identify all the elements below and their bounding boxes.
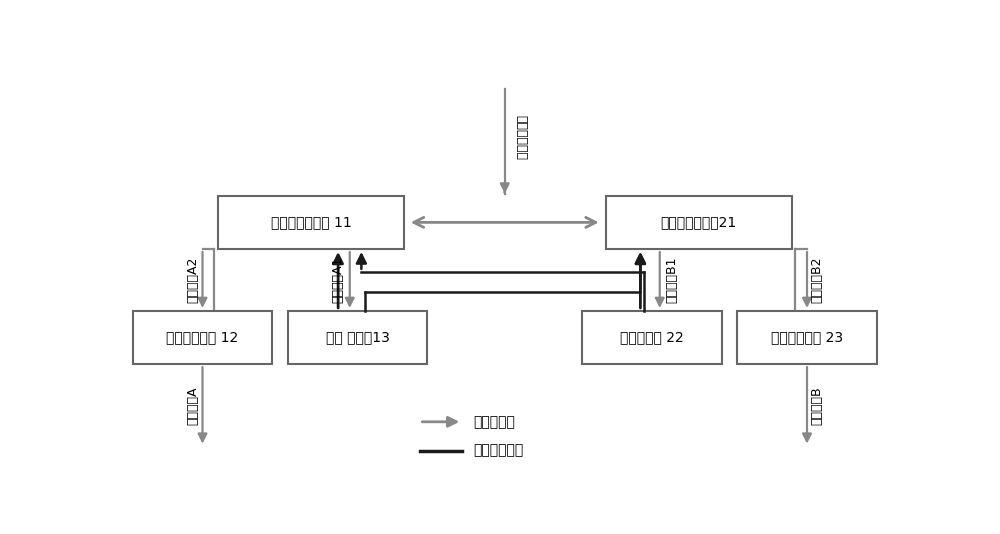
- Bar: [737, 311, 877, 364]
- Text: 控制信号A: 控制信号A: [186, 386, 199, 425]
- Bar: [582, 311, 722, 364]
- Text: 控制信号B1: 控制信号B1: [665, 257, 678, 303]
- Text: 第一主控器模块 11: 第一主控器模块 11: [271, 215, 351, 230]
- Text: 控制信号B: 控制信号B: [811, 386, 824, 425]
- Bar: [606, 195, 792, 249]
- Text: 控制信号A2: 控制信号A2: [186, 257, 199, 303]
- Text: 第二触发器 22: 第二触发器 22: [620, 331, 684, 344]
- Text: 第二隔离模块 23: 第二隔离模块 23: [771, 331, 843, 344]
- Text: 负载反馈信号: 负载反馈信号: [514, 115, 527, 160]
- Text: 第二主控器模块21: 第二主控器模块21: [660, 215, 737, 230]
- Text: 控制信号A1: 控制信号A1: [332, 257, 345, 303]
- Bar: [218, 195, 404, 249]
- Text: 冗余控制信号: 冗余控制信号: [474, 444, 524, 458]
- Bar: [133, 311, 272, 364]
- Text: 第一 触发器13: 第一 触发器13: [326, 331, 389, 344]
- Text: 控制信号B2: 控制信号B2: [811, 257, 824, 303]
- Text: 模拟量信号: 模拟量信号: [474, 415, 516, 429]
- Text: 第一隔离模块 12: 第一隔离模块 12: [166, 331, 239, 344]
- Bar: [288, 311, 427, 364]
